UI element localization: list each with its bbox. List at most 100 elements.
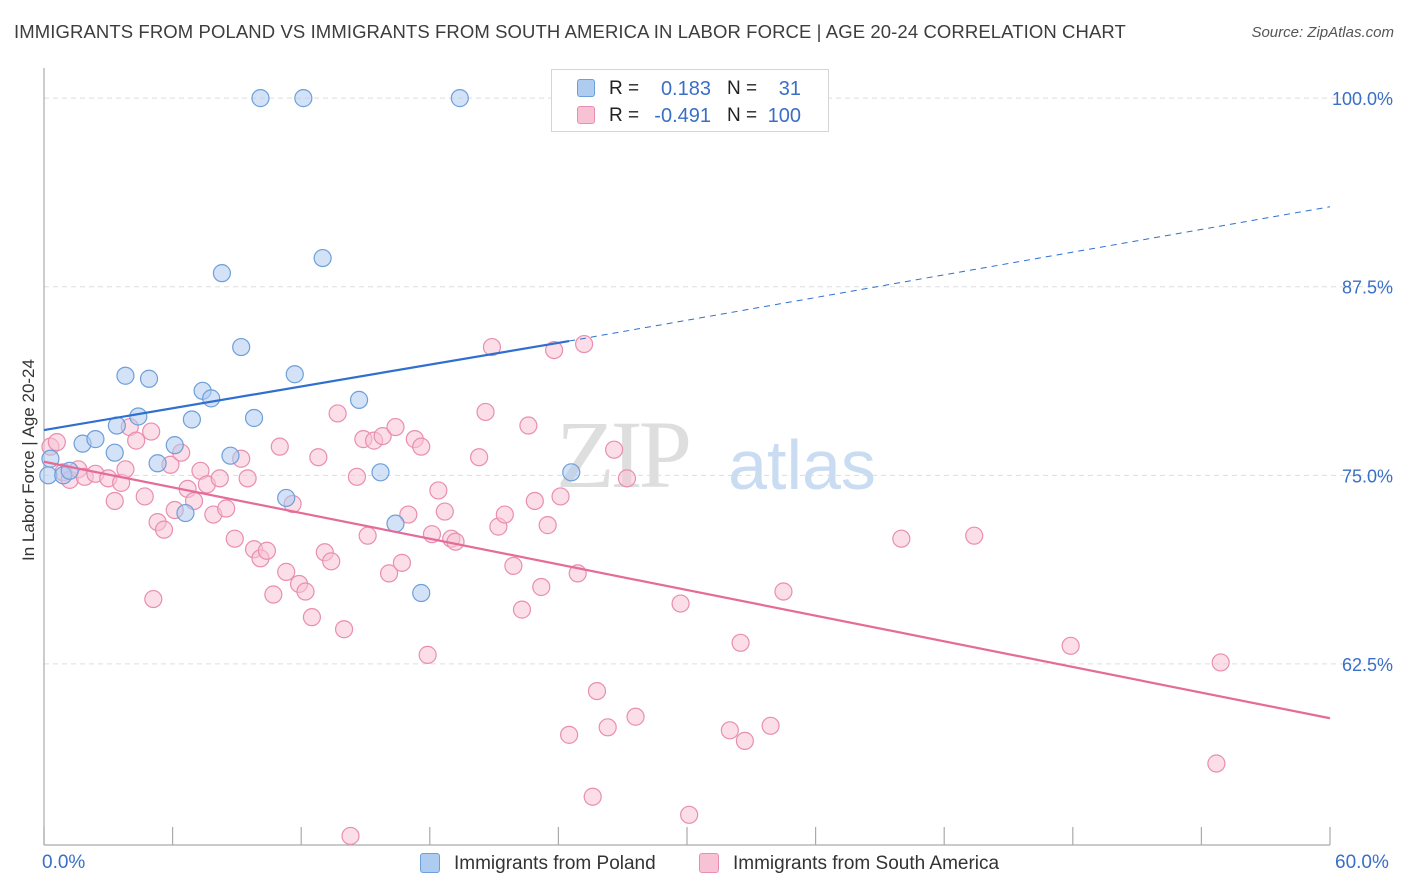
- south-america-point-86: [671, 594, 690, 613]
- south-america-legend-label: Immigrants from South America: [733, 853, 1000, 874]
- south-america-point-61: [435, 502, 454, 521]
- south-america-point-27: [217, 499, 236, 518]
- grid-lines: [44, 97, 1394, 665]
- south-america-point-33: [257, 541, 277, 560]
- south-america-point-52: [379, 564, 399, 583]
- y-tick-label-2: 87.5%: [1342, 278, 1393, 298]
- south-america-point-87: [680, 805, 699, 824]
- south-america-point-94: [965, 526, 984, 545]
- south-america-point-40: [302, 608, 322, 627]
- x-tick-min: 0.0%: [42, 852, 86, 873]
- south-america-point-91: [761, 716, 780, 735]
- poland-r-label: R =: [609, 78, 640, 99]
- south-america-point-79: [575, 334, 594, 354]
- south-america-point-49: [358, 526, 377, 545]
- poland-point-11: [148, 454, 167, 473]
- poland-point-27: [371, 463, 390, 482]
- poland-point-10: [139, 369, 159, 388]
- poland-point-14: [182, 410, 201, 429]
- south-america-point-54: [392, 553, 412, 572]
- poland-point-6: [105, 443, 124, 462]
- south-america-point-41: [309, 448, 328, 467]
- south-america-point-97: [1211, 653, 1230, 672]
- south-america-point-26: [210, 469, 229, 488]
- south-america-point-77: [560, 725, 579, 744]
- poland-trend-extension: [569, 206, 1331, 342]
- south-america-point-66: [482, 337, 502, 357]
- south-america-point-95: [1061, 636, 1080, 655]
- south-america-point-64: [469, 448, 489, 467]
- south-america-point-14: [142, 422, 161, 441]
- poland-point-24: [294, 89, 313, 108]
- legend-row-south-america: R = -0.491 N = 100: [552, 101, 828, 127]
- x-tick-max: 60.0%: [1335, 852, 1389, 873]
- poland-point-18: [221, 446, 240, 465]
- south-america-point-69: [504, 556, 523, 575]
- south-america-point-44: [328, 404, 347, 423]
- south-america-point-12: [127, 431, 146, 450]
- south-america-point-53: [386, 417, 405, 437]
- trend-lines: [43, 206, 1331, 720]
- south-america-point-84: [617, 469, 637, 488]
- poland-legend-label: Immigrants from Poland: [454, 853, 656, 874]
- south-america-point-76: [551, 487, 570, 506]
- chart-title: IMMIGRANTS FROM POLAND VS IMMIGRANTS FRO…: [14, 21, 1126, 42]
- poland-point-19: [232, 337, 251, 357]
- south-america-point-73: [532, 577, 551, 597]
- south-america-point-8: [105, 491, 124, 511]
- y-tick-label-1: 75.0%: [1342, 466, 1393, 486]
- source-credit: Source: ZipAtlas.com: [1251, 24, 1394, 41]
- south-america-point-45: [334, 620, 354, 639]
- poland-point-5: [86, 430, 105, 449]
- south-america-point-17: [154, 520, 174, 539]
- south-america-point-34: [264, 585, 283, 604]
- poland-point-30: [450, 89, 469, 108]
- correlation-legend: R = 0.183 N = 31 R = -0.491 N = 100: [551, 69, 829, 132]
- south-america-r-value: -0.491: [654, 105, 711, 127]
- y-tick-label-3: 100.0%: [1332, 89, 1393, 109]
- south-america-point-36: [277, 562, 296, 581]
- south-america-point-83: [605, 440, 624, 459]
- south-america-point-74: [538, 516, 557, 535]
- south-america-trend-line: [43, 460, 1331, 720]
- poland-point-8: [116, 366, 135, 385]
- south-america-point-71: [519, 416, 538, 435]
- south-america-point-72: [525, 491, 544, 511]
- poland-points: [39, 89, 581, 603]
- poland-r-value: 0.183: [660, 78, 711, 100]
- south-america-point-60: [429, 481, 448, 500]
- poland-trend-line: [43, 339, 570, 432]
- y-tick-labels: 62.5% 75.0% 87.5% 100.0%: [1332, 89, 1393, 675]
- south-america-point-39: [296, 582, 315, 601]
- poland-legend-swatch: [420, 853, 440, 873]
- south-america-point-10: [116, 460, 135, 479]
- poland-point-26: [349, 390, 369, 409]
- south-america-point-58: [418, 645, 437, 664]
- south-america-point-81: [587, 681, 607, 701]
- south-america-point-1: [47, 433, 66, 452]
- poland-point-29: [412, 583, 431, 603]
- south-america-point-96: [1207, 754, 1226, 773]
- south-america-n-value: 100: [767, 105, 801, 127]
- y-tick-label-0: 62.5%: [1342, 655, 1393, 675]
- poland-point-16: [202, 389, 221, 408]
- south-america-point-82: [598, 718, 617, 737]
- south-america-legend-swatch: [699, 853, 719, 873]
- south-america-point-75: [545, 340, 564, 360]
- legend-row-poland: R = 0.183 N = 31: [552, 74, 828, 100]
- poland-n-value: 31: [778, 78, 801, 100]
- south-america-point-85: [626, 707, 645, 726]
- watermark: ZIP atlas: [556, 401, 876, 508]
- south-america-point-46: [341, 826, 360, 846]
- south-america-point-68: [495, 505, 514, 524]
- south-america-point-93: [892, 529, 911, 548]
- south-america-point-30: [238, 469, 257, 488]
- watermark-atlas: atlas: [728, 426, 876, 504]
- poland-point-21: [251, 89, 270, 108]
- south-america-point-92: [774, 582, 793, 601]
- south-america-point-35: [270, 437, 289, 456]
- poland-point-25: [313, 248, 332, 268]
- south-america-point-65: [476, 402, 495, 422]
- south-america-point-47: [347, 467, 367, 486]
